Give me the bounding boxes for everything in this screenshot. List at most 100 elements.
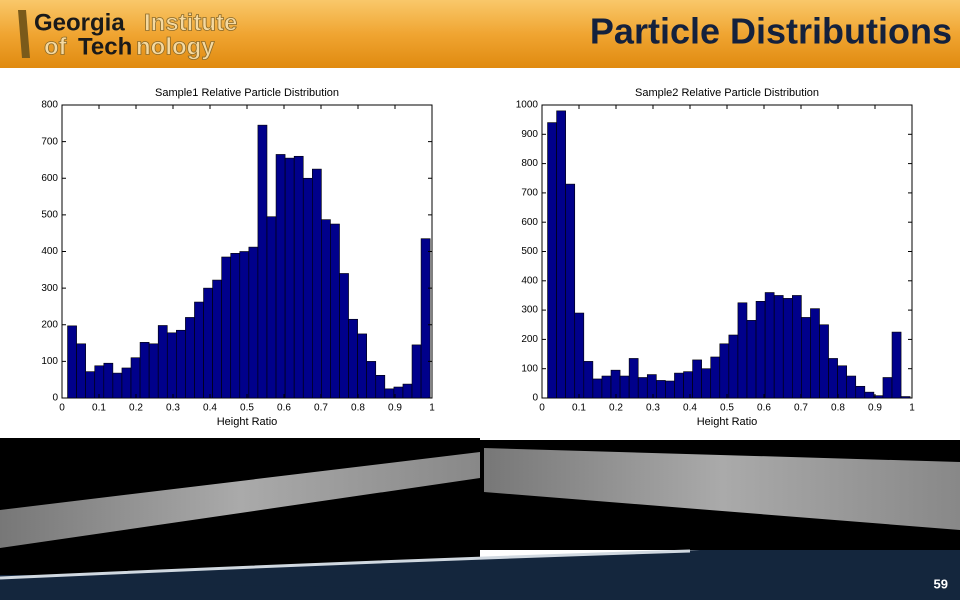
histogram-bar <box>746 320 757 399</box>
histogram-bar <box>610 369 621 399</box>
histogram-bar <box>646 374 657 399</box>
chart-title: Sample2 Relative Particle Distribution <box>635 87 819 99</box>
histogram-bar <box>94 365 105 399</box>
histogram-bar <box>764 292 775 399</box>
x-tick-label: 0.4 <box>683 403 697 414</box>
y-tick-label: 300 <box>41 283 58 294</box>
histogram-bar <box>674 372 684 399</box>
histogram-bar <box>601 375 612 399</box>
histogram-bar <box>592 378 603 399</box>
histogram-bar <box>85 371 96 399</box>
logo-georgia: Georgia <box>34 9 125 36</box>
histogram-bar <box>302 177 313 399</box>
histogram-bar <box>737 302 748 399</box>
histogram-bar <box>628 358 639 399</box>
histogram-bar <box>321 219 331 399</box>
histogram-bar <box>565 183 576 399</box>
histogram-bar <box>656 380 666 399</box>
x-tick-label: 0.5 <box>720 403 734 414</box>
histogram-bar <box>773 295 784 399</box>
footer-swoosh <box>0 550 960 600</box>
histogram-bar <box>112 372 123 399</box>
histogram-bar <box>846 375 857 399</box>
histogram-bar <box>139 342 150 399</box>
histogram-bar <box>683 371 693 399</box>
x-tick-label: 0.6 <box>757 403 771 414</box>
histogram-bar <box>701 368 712 399</box>
histogram-bar <box>637 377 648 399</box>
histogram-bar <box>121 367 132 399</box>
histogram-bar <box>375 374 386 399</box>
histogram-bar <box>665 380 675 399</box>
histogram-bar <box>782 298 793 399</box>
histogram-bar <box>176 329 186 399</box>
y-tick-label: 200 <box>41 319 58 330</box>
x-tick-label: 0 <box>59 403 65 414</box>
histogram-bar <box>275 154 286 399</box>
y-tick-label: 1000 <box>516 100 539 111</box>
x-tick-label: 0.5 <box>240 403 254 414</box>
y-tick-label: 700 <box>41 136 58 147</box>
x-tick-label: 0.3 <box>646 403 660 414</box>
footer-line <box>0 549 691 580</box>
histogram-bar <box>266 216 277 399</box>
histogram-bar <box>402 383 413 399</box>
x-tick-label: 0.7 <box>794 403 808 414</box>
x-tick-label: 0.2 <box>129 403 143 414</box>
histogram-bar <box>284 157 295 399</box>
histogram-bar <box>166 332 177 399</box>
histogram-bar <box>330 223 340 399</box>
histogram-bar <box>221 256 232 399</box>
histogram-bar <box>556 110 566 399</box>
histogram-bar <box>420 238 431 399</box>
y-tick-label: 300 <box>521 305 538 316</box>
histogram-bar <box>728 334 739 399</box>
histogram-bar <box>130 357 141 399</box>
logo-of: of <box>44 33 68 60</box>
histogram-bar <box>719 343 730 399</box>
logo-nology: nology <box>136 33 215 60</box>
histogram-bar <box>76 343 86 399</box>
histogram-bar <box>583 361 594 399</box>
histogram-bar <box>103 362 114 399</box>
x-axis-label: Height Ratio <box>697 416 758 428</box>
histogram-bar <box>819 324 829 399</box>
histogram-bar <box>855 385 866 399</box>
logo-mark <box>18 10 30 58</box>
y-tick-label: 200 <box>521 334 538 345</box>
histogram-bar <box>801 317 811 399</box>
histogram-bar <box>230 253 241 399</box>
histogram-bar <box>257 124 268 399</box>
histogram-bar <box>837 365 847 399</box>
x-tick-label: 1 <box>429 403 435 414</box>
y-tick-label: 100 <box>521 363 538 374</box>
histogram-bar <box>900 396 911 399</box>
histogram-bar <box>366 361 377 399</box>
histogram-bar <box>710 356 721 399</box>
histogram-bar <box>574 312 585 399</box>
y-tick-label: 500 <box>521 246 538 257</box>
x-tick-label: 0.8 <box>831 403 845 414</box>
y-tick-label: 400 <box>41 246 58 257</box>
y-tick-label: 800 <box>521 158 538 169</box>
histogram-bar <box>339 273 349 399</box>
y-tick-label: 500 <box>41 210 58 221</box>
histogram-bar <box>357 333 367 399</box>
header-bar <box>0 0 960 68</box>
x-tick-label: 0.9 <box>868 403 882 414</box>
x-tick-label: 0.3 <box>166 403 180 414</box>
x-tick-label: 1 <box>909 403 915 414</box>
logo-tech: Tech <box>78 33 132 60</box>
histogram-bar <box>239 251 250 399</box>
y-tick-label: 600 <box>41 173 58 184</box>
x-tick-label: 0.7 <box>314 403 328 414</box>
histogram-bar <box>194 301 204 399</box>
logo-institute: Institute <box>144 9 237 36</box>
histogram-bar <box>157 325 168 399</box>
histogram-bar <box>67 325 77 399</box>
histogram-bar <box>293 155 304 399</box>
x-tick-label: 0.1 <box>572 403 586 414</box>
y-tick-label: 0 <box>532 393 538 404</box>
x-tick-label: 0 <box>539 403 545 414</box>
x-tick-label: 0.2 <box>609 403 623 414</box>
